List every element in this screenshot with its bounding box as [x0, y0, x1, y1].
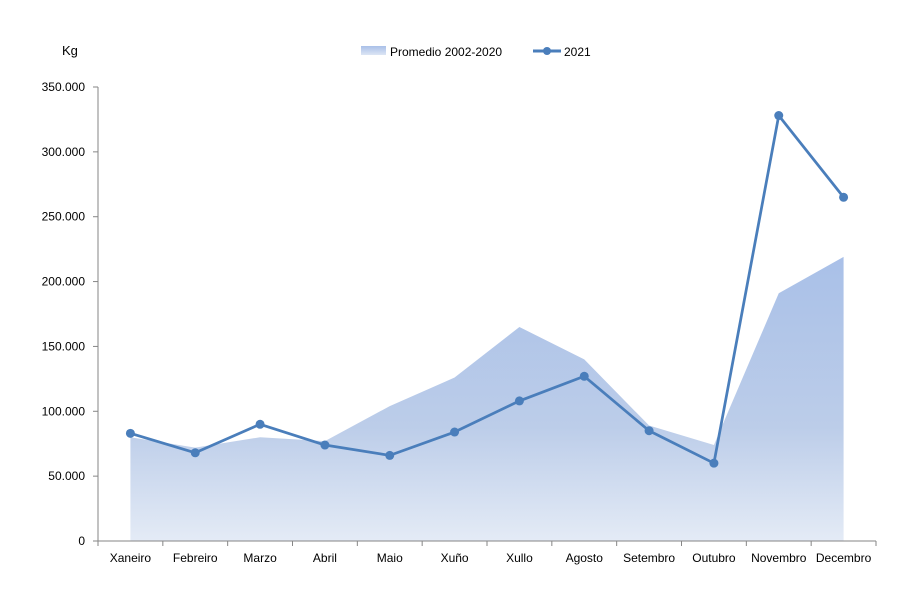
point-2021-agosto: [579, 371, 589, 381]
x-tick-label: Xaneiro: [110, 551, 152, 565]
legend-area-swatch: [361, 46, 386, 55]
x-tick-label: Xullo: [506, 551, 533, 565]
y-tick-label: 50.000: [48, 469, 85, 483]
legend-label-average: Promedio 2002-2020: [390, 45, 502, 59]
x-tick-label: Agosto: [566, 551, 604, 565]
x-tick-label: Setembro: [623, 551, 675, 565]
x-tick-label: Febreiro: [173, 551, 218, 565]
y-tick-label: 200.000: [42, 275, 86, 289]
axes: [93, 86, 877, 546]
point-2021-decembro: [839, 192, 849, 202]
legend-marker-swatch: [543, 47, 551, 55]
y-tick-label: 300.000: [42, 145, 86, 159]
y-unit-label: Kg: [62, 43, 78, 58]
point-2021-xuño: [450, 427, 460, 437]
line-series-2021: [130, 114, 845, 465]
point-2021-maio: [385, 450, 395, 460]
y-axis-labels: 0 50.000 100.000 150.000 200.000 250.000 300.0…: [42, 80, 86, 548]
y-tick-label: 350.000: [42, 80, 86, 94]
x-tick-label: Decembro: [816, 551, 872, 565]
y-tick-label: 100.000: [42, 404, 86, 418]
area-series-average: [130, 256, 844, 541]
area-series: [130, 256, 844, 541]
x-axis-labels: Xaneiro Febreiro Marzo Abril Maio Xuño Xullo Ag…: [110, 551, 872, 565]
y-tick-label: 150.000: [42, 339, 86, 353]
point-2021-outubro: [709, 458, 719, 468]
y-tick-label: 250.000: [42, 210, 86, 224]
point-2021-setembro: [644, 426, 654, 436]
point-2021-novembro: [774, 111, 784, 121]
point-2021-abril: [320, 440, 330, 450]
x-tick-label: Xuño: [441, 551, 469, 565]
point-2021-febreiro: [190, 448, 200, 458]
x-tick-label: Abril: [313, 551, 337, 565]
x-tick-label: Novembro: [751, 551, 807, 565]
x-tick-label: Marzo: [243, 551, 277, 565]
line-series: [125, 111, 849, 468]
x-tick-label: Outubro: [692, 551, 736, 565]
legend: Promedio 2002-2020 2021: [361, 45, 591, 59]
point-2021-marzo: [255, 419, 265, 429]
legend-label-2021: 2021: [564, 45, 591, 59]
point-2021-xullo: [514, 396, 524, 406]
y-tick-label: 0: [78, 534, 85, 548]
x-tick-label: Maio: [377, 551, 403, 565]
point-2021-xaneiro: [125, 428, 135, 438]
